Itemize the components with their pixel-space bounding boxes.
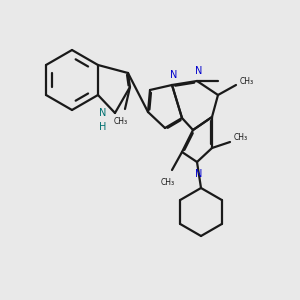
- Text: CH₃: CH₃: [161, 178, 175, 187]
- Text: CH₃: CH₃: [114, 117, 128, 126]
- Text: N: N: [170, 70, 178, 80]
- Text: N: N: [99, 108, 107, 118]
- Text: H: H: [99, 122, 107, 132]
- Text: N: N: [195, 66, 203, 76]
- Text: CH₃: CH₃: [240, 76, 254, 85]
- Text: N: N: [195, 169, 203, 179]
- Text: CH₃: CH₃: [234, 134, 248, 142]
